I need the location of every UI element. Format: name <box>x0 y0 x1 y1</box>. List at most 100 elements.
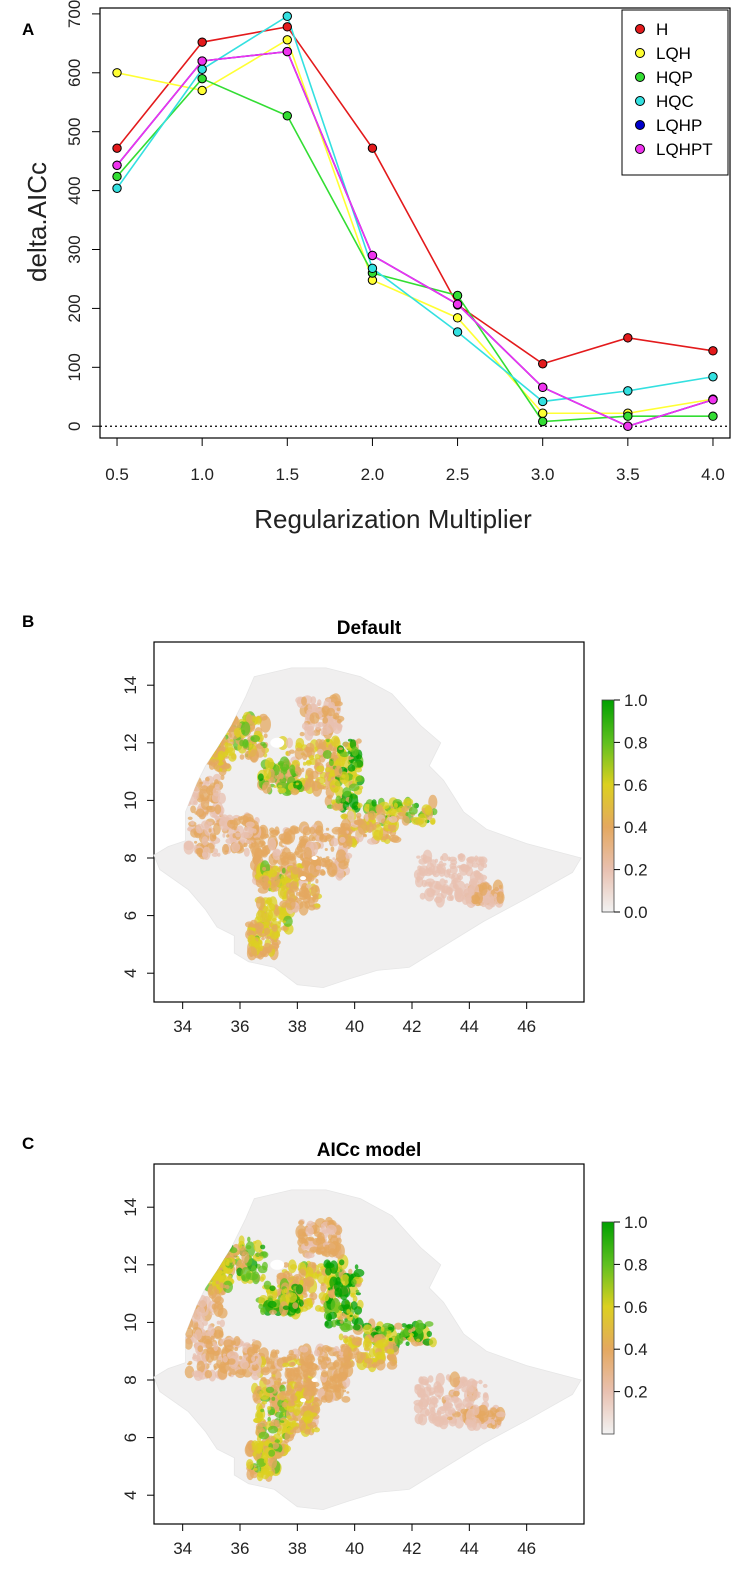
raster-cell <box>304 860 311 865</box>
raster-cell <box>388 816 398 823</box>
raster-cell <box>314 1305 323 1312</box>
raster-cell <box>354 767 362 773</box>
data-point-h <box>623 333 633 343</box>
raster-cell <box>246 1245 252 1250</box>
raster-cell <box>290 1264 298 1270</box>
raster-cell <box>429 1414 435 1422</box>
raster-cell <box>226 834 230 838</box>
data-point-lqhpt <box>538 382 548 393</box>
raster-cell <box>285 871 288 875</box>
raster-cell <box>311 780 323 797</box>
raster-cell <box>333 1377 337 1381</box>
raster-cell <box>386 1348 394 1354</box>
raster-cell <box>269 943 280 950</box>
colorbar-tick-label: 0.4 <box>624 818 648 837</box>
raster-cell <box>394 1322 403 1330</box>
y-tick-label: 8 <box>121 1375 140 1384</box>
raster-cell <box>282 1362 290 1368</box>
data-point-lqhpt <box>282 46 292 57</box>
raster-cell <box>192 1354 201 1362</box>
lake-patch <box>311 1378 318 1382</box>
raster-cell <box>310 732 316 736</box>
raster-cell <box>228 1274 232 1278</box>
raster-cell <box>282 1305 290 1311</box>
map-title: AICc model <box>317 1140 422 1161</box>
raster-cell <box>326 862 338 878</box>
raster-cell <box>240 734 246 739</box>
raster-cell <box>340 813 348 819</box>
raster-cell <box>322 716 329 724</box>
raster-cell <box>364 1358 373 1364</box>
raster-cell <box>247 841 252 845</box>
data-point-h <box>708 346 718 356</box>
raster-cell <box>246 1346 256 1357</box>
raster-cell <box>328 1311 337 1320</box>
raster-cell <box>191 1370 202 1378</box>
raster-cell <box>358 1337 363 1341</box>
raster-cell <box>428 883 434 888</box>
raster-cell <box>208 828 212 833</box>
raster-cell <box>326 1358 330 1362</box>
raster-cell <box>483 893 495 910</box>
x-tick-label: 40 <box>345 1017 364 1036</box>
raster-cell <box>427 1375 434 1383</box>
raster-cell <box>302 826 312 836</box>
raster-cell <box>388 834 400 843</box>
raster-cell <box>492 1420 496 1425</box>
raster-cell <box>292 1426 302 1434</box>
raster-cell <box>295 768 303 776</box>
raster-cell <box>435 880 441 889</box>
raster-cell <box>212 786 221 797</box>
data-point-lqhpt <box>197 56 207 66</box>
raster-cell <box>477 1394 481 1398</box>
x-tick-label: 44 <box>460 1017 479 1036</box>
raster-cell <box>265 1386 275 1394</box>
raster-cell <box>256 1471 264 1482</box>
data-point-hqc <box>282 11 292 21</box>
raster-cell <box>310 1404 321 1415</box>
series-line-hqc <box>116 15 714 403</box>
raster-cell <box>232 833 236 839</box>
raster-cell <box>295 1284 304 1295</box>
raster-cell <box>338 747 343 750</box>
raster-cell <box>346 1391 350 1394</box>
raster-cell <box>227 1351 237 1360</box>
raster-cell <box>365 816 369 822</box>
raster-cell <box>237 816 244 821</box>
raster-cell <box>255 1410 264 1423</box>
raster-cell <box>455 880 466 897</box>
raster-cell <box>456 865 462 869</box>
series-line-h <box>116 25 714 365</box>
raster-cell <box>350 756 354 760</box>
y-tick-label: 10 <box>121 1313 140 1332</box>
y-tick-label: 500 <box>65 118 84 146</box>
legend-label: HQC <box>656 92 694 111</box>
data-point-hqc <box>112 183 122 193</box>
raster-cell <box>325 827 330 831</box>
panel-label-c: C <box>22 1134 35 1153</box>
raster-cell <box>305 893 312 900</box>
raster-cell <box>269 1408 276 1416</box>
raster-cell <box>234 1346 239 1352</box>
raster-cell <box>339 1320 344 1324</box>
raster-cell <box>406 1323 414 1329</box>
raster-cell <box>401 806 409 812</box>
raster-cell <box>467 1394 475 1406</box>
raster-cell <box>300 841 307 845</box>
raster-cell <box>329 759 334 767</box>
raster-cell <box>430 819 436 825</box>
raster-cell <box>219 1284 227 1289</box>
raster-cell <box>246 1459 254 1470</box>
raster-cell <box>304 1240 309 1247</box>
raster-cell <box>261 781 272 794</box>
raster-cell <box>372 1361 377 1369</box>
raster-cell <box>449 894 454 901</box>
raster-cell <box>450 1396 460 1403</box>
colorbar: 0.2 0.4 0.6 0.8 1.0 <box>601 1213 648 1435</box>
raster-cell <box>222 751 228 758</box>
raster-cell <box>438 1395 442 1400</box>
raster-cell <box>311 1428 315 1433</box>
raster-cell <box>315 721 321 730</box>
raster-cell <box>201 852 208 858</box>
raster-cell <box>332 857 336 861</box>
